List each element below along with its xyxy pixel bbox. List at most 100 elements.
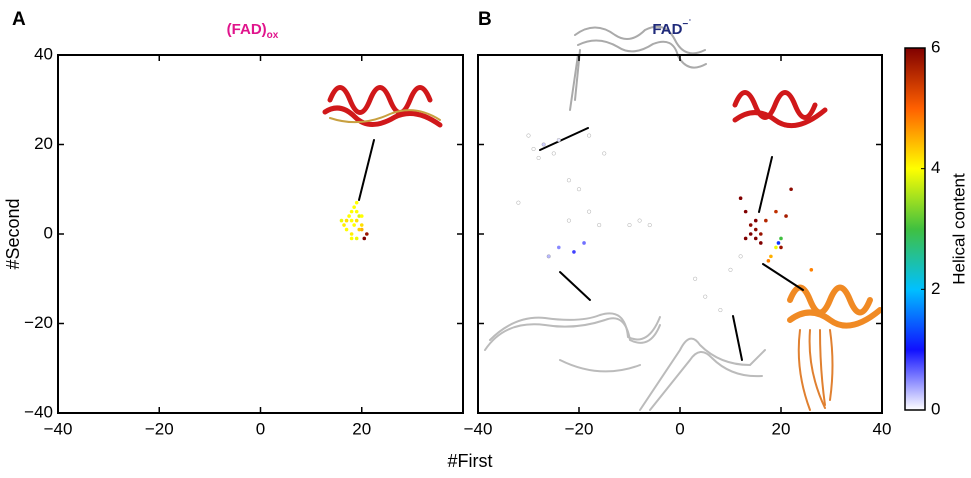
panel-title: (FAD)ox <box>227 21 279 41</box>
colorbar-tick-label: 0 <box>931 399 940 418</box>
data-point <box>769 254 773 259</box>
title-text: FAD <box>652 21 682 38</box>
data-point <box>354 200 359 205</box>
data-point <box>637 218 642 223</box>
y-tick-label: 20 <box>34 134 53 153</box>
x-tick-label: 0 <box>256 419 265 438</box>
data-point <box>536 155 541 160</box>
title-text: (FAD) <box>227 21 267 38</box>
panel-title: FAD−˙ <box>652 19 691 38</box>
data-point <box>344 227 349 232</box>
data-point <box>557 245 561 250</box>
panel-label: B <box>478 9 492 30</box>
data-point <box>342 223 346 227</box>
y-tick-label: 0 <box>44 223 53 242</box>
protein-cartoon <box>322 25 883 411</box>
y-tick-label: −20 <box>24 313 53 332</box>
data-point <box>728 267 733 272</box>
data-point <box>776 241 781 245</box>
data-point <box>354 236 359 241</box>
data-point <box>349 232 354 236</box>
x-axis-label: #First <box>448 451 493 471</box>
data-point <box>784 214 788 218</box>
data-point <box>349 209 354 214</box>
x-tick-label: −20 <box>145 419 174 438</box>
y-tick-label: 40 <box>34 44 53 63</box>
data-point <box>359 223 364 227</box>
data-point <box>352 205 356 209</box>
colorbar-tick-label: 2 <box>931 279 940 298</box>
data-point <box>748 232 753 236</box>
colorbar-tick-label: 4 <box>931 158 940 177</box>
data-point <box>566 218 571 223</box>
data-point <box>582 241 586 245</box>
colorbar <box>904 47 926 411</box>
data-point <box>647 223 652 228</box>
data-point <box>357 214 362 218</box>
data-point <box>753 227 758 232</box>
data-point <box>359 227 364 232</box>
data-point <box>577 187 582 192</box>
data-point <box>774 209 778 214</box>
panel-label: A <box>12 9 26 30</box>
plot-frame <box>57 54 464 414</box>
data-point <box>362 236 367 241</box>
data-point <box>516 200 521 205</box>
data-point <box>566 178 571 183</box>
data-point <box>703 294 708 299</box>
data-point <box>587 133 592 138</box>
x-tick-label: −20 <box>565 419 594 438</box>
data-point <box>627 223 632 228</box>
data-point <box>531 146 536 151</box>
data-point <box>352 223 356 227</box>
x-tick-label: −40 <box>464 419 493 438</box>
data-point <box>809 268 814 272</box>
data-point <box>743 209 748 214</box>
data-point <box>738 254 743 259</box>
data-point <box>764 218 768 223</box>
data-point <box>779 245 783 250</box>
data-point <box>359 214 364 218</box>
data-point <box>748 223 753 227</box>
data-point <box>597 223 602 228</box>
y-tick-label: −40 <box>24 402 53 421</box>
data-point <box>753 218 758 223</box>
data-point <box>738 196 743 200</box>
data-point <box>349 236 354 241</box>
data-point <box>344 218 349 223</box>
data-point <box>339 218 344 223</box>
x-tick-label: 20 <box>352 419 371 438</box>
data-point <box>766 259 771 263</box>
title-superscript: −˙ <box>682 19 691 30</box>
data-point <box>753 236 758 241</box>
data-point <box>743 236 748 241</box>
data-point <box>779 236 783 241</box>
colorbar-label: Helical content <box>949 173 968 285</box>
data-point <box>347 214 351 218</box>
x-tick-label: 40 <box>873 419 892 438</box>
data-point <box>354 209 359 214</box>
data-point <box>789 187 793 192</box>
data-point <box>546 254 551 259</box>
x-tick-label: 20 <box>772 419 791 438</box>
data-point <box>556 138 561 143</box>
data-point <box>541 142 546 147</box>
data-point <box>349 218 354 223</box>
data-point <box>759 232 763 236</box>
data-point <box>774 245 778 250</box>
title-subscript: ox <box>267 30 279 41</box>
data-point <box>551 151 556 156</box>
x-tick-label: −40 <box>44 419 73 438</box>
x-tick-label: 0 <box>675 419 684 438</box>
data-point <box>365 232 369 236</box>
data-point <box>718 308 723 313</box>
data-point <box>587 209 592 214</box>
data-point <box>572 250 576 254</box>
data-point <box>693 276 698 281</box>
data-point <box>357 227 362 232</box>
data-point <box>602 151 607 156</box>
data-point <box>759 241 763 245</box>
colorbar-tick-label: 6 <box>931 37 940 56</box>
y-axis-label: #Second <box>3 198 23 269</box>
